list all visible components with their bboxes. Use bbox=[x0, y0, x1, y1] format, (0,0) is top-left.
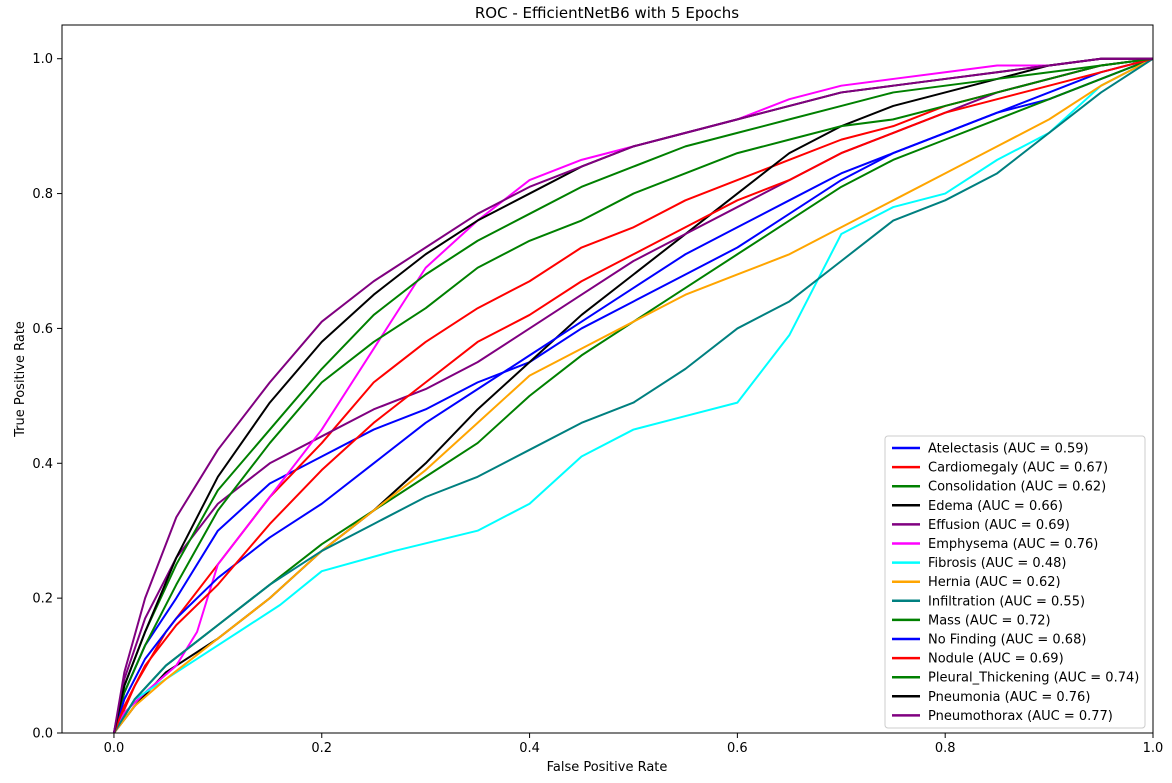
x-tick-label: 0.2 bbox=[311, 741, 332, 756]
y-tick-label: 1.0 bbox=[32, 52, 53, 67]
chart-title: ROC - EfficientNetB6 with 5 Epochs bbox=[475, 4, 739, 22]
series-line-hernia bbox=[113, 57, 1154, 734]
legend-label-fibrosis: Fibrosis (AUC = 0.48) bbox=[928, 556, 1066, 571]
x-tick-label: 0.0 bbox=[104, 741, 125, 756]
y-tick-label: 0.0 bbox=[32, 727, 53, 742]
legend-label-pneumothorax: Pneumothorax (AUC = 0.77) bbox=[928, 709, 1113, 724]
legend-label-mass: Mass (AUC = 0.72) bbox=[928, 613, 1051, 628]
x-axis: 0.0 0.2 0.4 0.6 0.8 1.0 bbox=[104, 733, 1164, 756]
legend-label-infiltration: Infiltration (AUC = 0.55) bbox=[928, 594, 1085, 609]
legend-items: Atelectasis (AUC = 0.59) Cardiomegaly (AU… bbox=[892, 442, 1139, 724]
x-tick-label: 0.8 bbox=[935, 741, 956, 756]
x-tick-label: 0.6 bbox=[727, 741, 748, 756]
legend-box bbox=[884, 435, 1146, 729]
legend-label-effusion: Effusion (AUC = 0.69) bbox=[928, 518, 1070, 533]
legend: Atelectasis (AUC = 0.59) Cardiomegaly (AU… bbox=[884, 435, 1146, 729]
legend-label-emphysema: Emphysema (AUC = 0.76) bbox=[928, 537, 1098, 552]
series-line-nodule bbox=[113, 57, 1154, 734]
series-line-pneumothorax bbox=[112, 57, 1153, 734]
legend-label-edema: Edema (AUC = 0.66) bbox=[928, 499, 1063, 514]
y-tick-label: 0.4 bbox=[32, 457, 53, 472]
legend-label-atelectasis: Atelectasis (AUC = 0.59) bbox=[928, 442, 1089, 457]
series-line-no-finding bbox=[112, 57, 1154, 734]
plot-frame bbox=[61, 24, 1154, 734]
legend-label-consolidation: Consolidation (AUC = 0.62) bbox=[928, 480, 1106, 495]
series-layer bbox=[112, 57, 1154, 734]
legend-label-no-finding: No Finding (AUC = 0.68) bbox=[928, 633, 1086, 648]
series-line-emphysema bbox=[113, 57, 1153, 734]
series-line-infiltration bbox=[113, 57, 1154, 734]
x-tick-label: 0.4 bbox=[519, 741, 540, 756]
y-tick-label: 0.2 bbox=[32, 592, 53, 607]
x-axis-label: False Positive Rate bbox=[547, 760, 668, 775]
y-tick-label: 0.6 bbox=[32, 322, 53, 337]
legend-label-pleural-thickening: Pleural_Thickening (AUC = 0.74) bbox=[928, 671, 1139, 686]
series-line-fibrosis bbox=[113, 57, 1154, 734]
legend-label-nodule: Nodule (AUC = 0.69) bbox=[928, 652, 1064, 667]
legend-label-hernia: Hernia (AUC = 0.62) bbox=[928, 575, 1061, 590]
x-tick-label: 1.0 bbox=[1143, 741, 1164, 756]
y-axis-label: True Positive Rate bbox=[13, 321, 28, 438]
series-line-mass bbox=[112, 57, 1154, 734]
y-tick-label: 0.8 bbox=[32, 187, 53, 202]
series-line-pleural-thickening bbox=[112, 57, 1154, 734]
legend-label-pneumonia: Pneumonia (AUC = 0.76) bbox=[928, 690, 1090, 705]
series-line-effusion bbox=[112, 57, 1154, 734]
y-axis: 0.0 0.2 0.4 0.6 0.8 1.0 bbox=[32, 52, 62, 742]
legend-label-cardiomegaly: Cardiomegaly (AUC = 0.67) bbox=[928, 461, 1108, 476]
